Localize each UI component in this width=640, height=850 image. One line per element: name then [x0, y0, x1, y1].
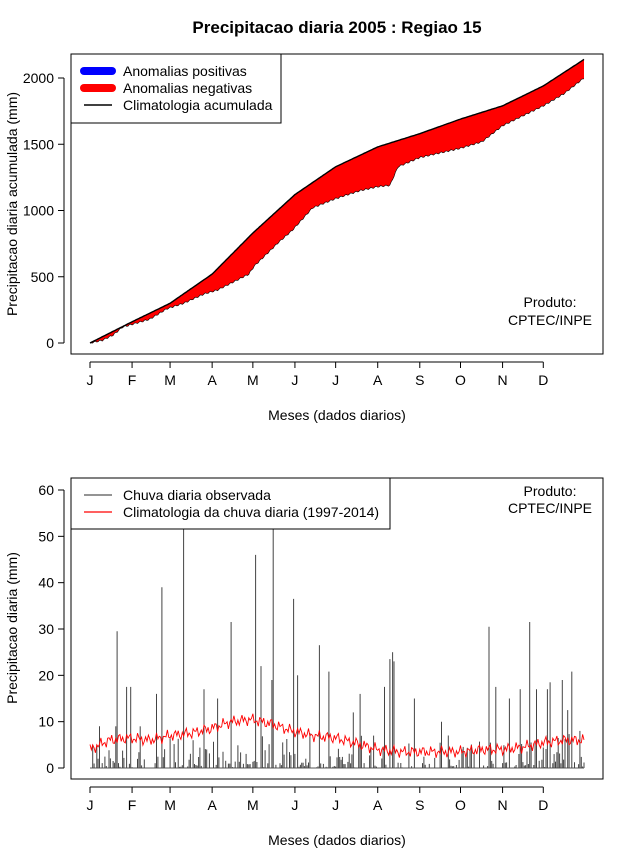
y-tick-label: 500: [31, 269, 55, 285]
x-tick-label: M: [247, 372, 259, 388]
y-tick-label: 40: [38, 575, 54, 591]
legend-label-climatology: Climatologia acumulada: [123, 97, 273, 113]
x-tick-label: M: [164, 372, 176, 388]
x-tick-label: O: [455, 797, 466, 813]
daily-annotation-line1: Produto:: [524, 483, 577, 499]
x-tick-label: S: [415, 372, 424, 388]
x-tick-label: J: [87, 797, 94, 813]
y-tick-label: 0: [46, 335, 54, 351]
daily-y-axis: 0 10 20 30 40 50 60: [38, 482, 65, 776]
chart-title: Precipitacao diaria 2005 : Regiao 15: [192, 18, 481, 37]
y-tick-label: 2000: [23, 70, 54, 86]
daily-chart: 0 10 20 30 40 50 60 J F M A M J J A S O N D Meses (dados …: [4, 477, 604, 848]
legend-label-positive: Anomalias positivas: [123, 63, 247, 79]
y-tick-label: 50: [38, 528, 54, 544]
y-tick-label: 10: [38, 714, 54, 730]
cumulative-y-label: Precipitacao diaria acumulada (mm): [4, 92, 20, 316]
x-tick-label: F: [128, 372, 137, 388]
x-tick-label: N: [498, 797, 508, 813]
y-tick-label: 60: [38, 482, 54, 498]
cumulative-legend: Anomalias positivas Anomalias negativas …: [70, 53, 282, 124]
x-tick-label: A: [373, 372, 383, 388]
cumulative-x-label: Meses (dados diarios): [268, 407, 406, 423]
daily-legend: Chuva diaria observada Climatologia da c…: [70, 477, 391, 530]
x-tick-label: O: [455, 372, 466, 388]
y-tick-label: 0: [46, 760, 54, 776]
y-tick-label: 20: [38, 667, 54, 683]
x-tick-label: A: [373, 797, 383, 813]
x-tick-label: J: [291, 372, 298, 388]
observed-cumulative-line: [89, 78, 585, 344]
legend-label-observed: Chuva diaria observada: [123, 487, 271, 503]
x-tick-label: J: [332, 372, 339, 388]
daily-x-label: Meses (dados diarios): [268, 832, 406, 848]
daily-annotation-line2: CPTEC/INPE: [508, 500, 592, 516]
y-tick-label: 1000: [23, 203, 54, 219]
legend-label-negative: Anomalias negativas: [123, 80, 252, 96]
cumulative-annotation-line1: Produto:: [524, 294, 577, 310]
daily-plot-area: [89, 527, 585, 769]
x-tick-label: M: [164, 797, 176, 813]
x-tick-label: N: [498, 372, 508, 388]
y-tick-label: 30: [38, 621, 54, 637]
cumulative-annotation-line2: CPTEC/INPE: [508, 312, 592, 328]
x-tick-label: J: [87, 372, 94, 388]
x-tick-label: J: [291, 797, 298, 813]
climatology-cumulative-line: [89, 58, 585, 344]
y-tick-label: 1500: [23, 136, 54, 152]
x-tick-label: J: [332, 797, 339, 813]
cumulative-plot-frame: [70, 53, 604, 355]
x-tick-label: M: [247, 797, 259, 813]
cumulative-y-axis: 0 500 1000 1500 2000: [23, 70, 65, 351]
x-tick-label: A: [207, 797, 217, 813]
x-tick-label: A: [207, 372, 217, 388]
x-tick-label: S: [415, 797, 424, 813]
climatology-daily-line: [89, 713, 585, 758]
cumulative-data: [89, 58, 585, 344]
x-tick-label: F: [128, 797, 137, 813]
x-tick-label: D: [538, 372, 548, 388]
legend-label-daily-climatology: Climatologia da chuva diaria (1997-2014): [123, 504, 379, 520]
cumulative-chart: 0 500 1000 1500 2000 J F M A M J J A S O N D Meses (dad…: [4, 53, 604, 423]
x-tick-label: D: [538, 797, 548, 813]
daily-y-label: Precipitacao diaria (mm): [4, 552, 20, 704]
negative-anomaly-area: [90, 59, 584, 344]
daily-data: [89, 527, 585, 769]
